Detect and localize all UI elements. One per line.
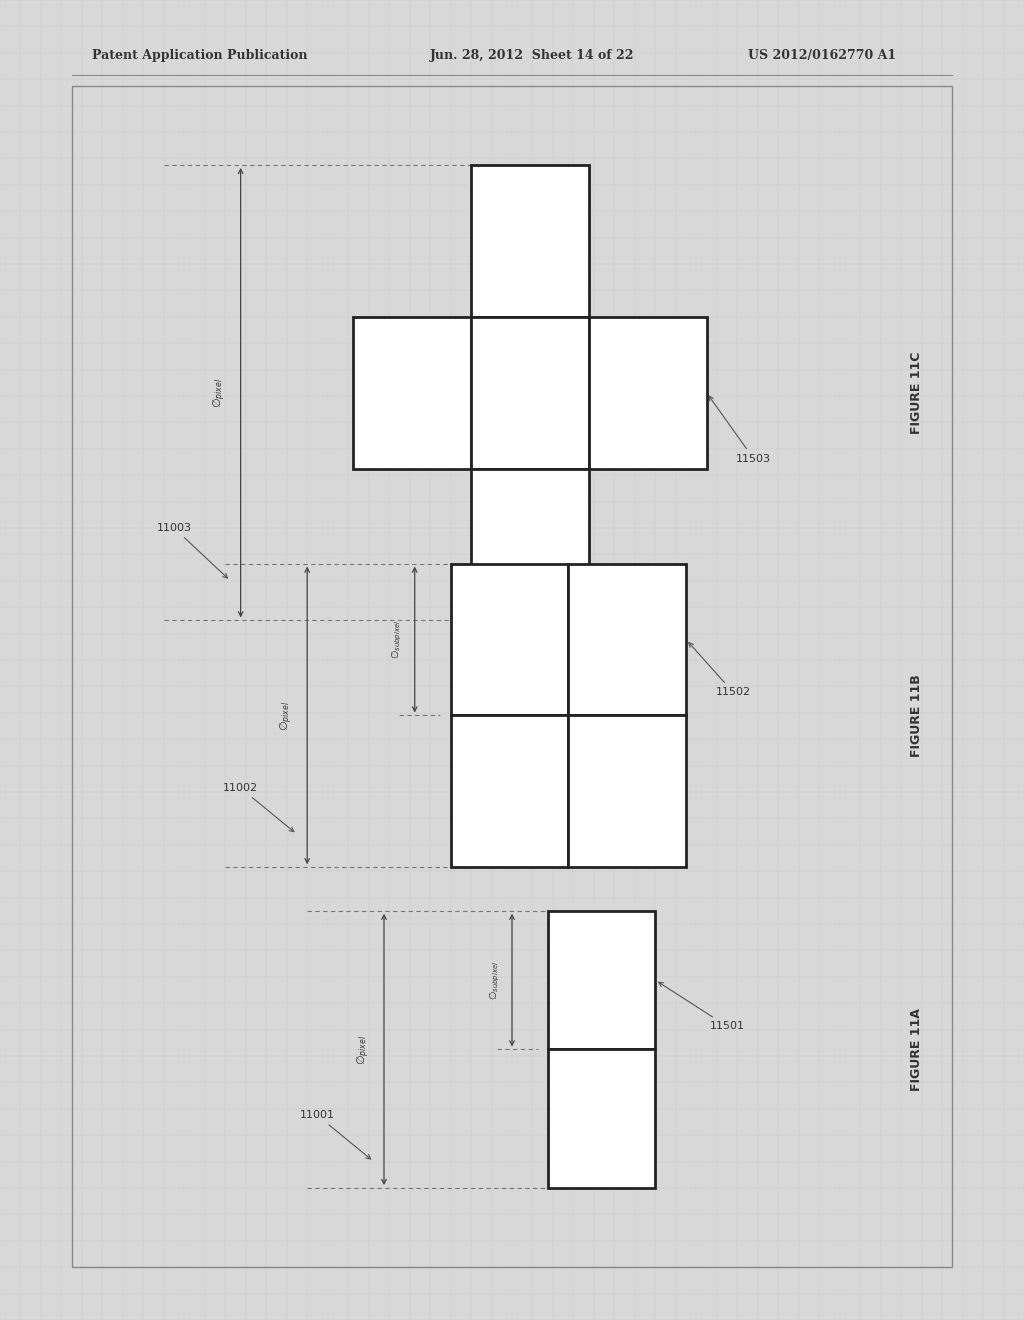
Bar <box>568 564 686 715</box>
Text: $\varnothing_{subpixel}$: $\varnothing_{subpixel}$ <box>487 961 502 999</box>
Text: $P_5$: $P_5$ <box>639 383 656 403</box>
Text: Jun. 28, 2012  Sheet 14 of 22: Jun. 28, 2012 Sheet 14 of 22 <box>430 49 635 62</box>
Bar <box>589 317 707 469</box>
Text: $P_2$: $P_2$ <box>593 970 610 990</box>
Bar <box>548 911 655 1049</box>
Text: FIGURE 11B: FIGURE 11B <box>910 675 923 756</box>
Text: $\varnothing_{subpixel}$: $\varnothing_{subpixel}$ <box>390 620 404 659</box>
Text: 11503: 11503 <box>709 396 771 463</box>
Text: 11003: 11003 <box>157 523 227 578</box>
Text: $\varnothing_{subpixel}$: $\varnothing_{subpixel}$ <box>411 374 425 412</box>
Text: FIGURE 11C: FIGURE 11C <box>910 351 923 434</box>
Text: $P_1$: $P_1$ <box>501 781 518 801</box>
Bar <box>471 165 589 317</box>
Text: $\varnothing_{pixel}$: $\varnothing_{pixel}$ <box>355 1034 372 1065</box>
Bar <box>568 715 686 867</box>
Text: US 2012/0162770 A1: US 2012/0162770 A1 <box>748 49 896 62</box>
Text: FIGURE 11A: FIGURE 11A <box>910 1008 923 1090</box>
Text: 11001: 11001 <box>300 1110 371 1159</box>
Text: $\varnothing_{pixel}$: $\varnothing_{pixel}$ <box>279 700 295 731</box>
Text: $P_4$: $P_4$ <box>403 383 421 403</box>
Bar <box>548 1049 655 1188</box>
Bar <box>471 469 589 620</box>
Text: $P_3$: $P_3$ <box>618 781 636 801</box>
Text: $P_4$: $P_4$ <box>618 630 636 649</box>
Text: 11501: 11501 <box>658 982 744 1031</box>
Text: Patent Application Publication: Patent Application Publication <box>92 49 307 62</box>
Bar <box>471 317 589 469</box>
Text: $P_2$: $P_2$ <box>501 630 518 649</box>
Bar <box>72 86 952 1267</box>
Text: $\varnothing_{pixel}$: $\varnothing_{pixel}$ <box>212 378 228 408</box>
Bar <box>353 317 471 469</box>
Bar <box>451 564 568 715</box>
Bar <box>451 715 568 867</box>
Text: $P_3$: $P_3$ <box>521 231 539 251</box>
Text: $P_2$: $P_2$ <box>521 383 539 403</box>
Text: 11002: 11002 <box>223 783 294 832</box>
Text: $P_1$: $P_1$ <box>521 535 539 554</box>
Text: 11502: 11502 <box>689 643 751 697</box>
Text: $P_1$: $P_1$ <box>593 1109 610 1129</box>
